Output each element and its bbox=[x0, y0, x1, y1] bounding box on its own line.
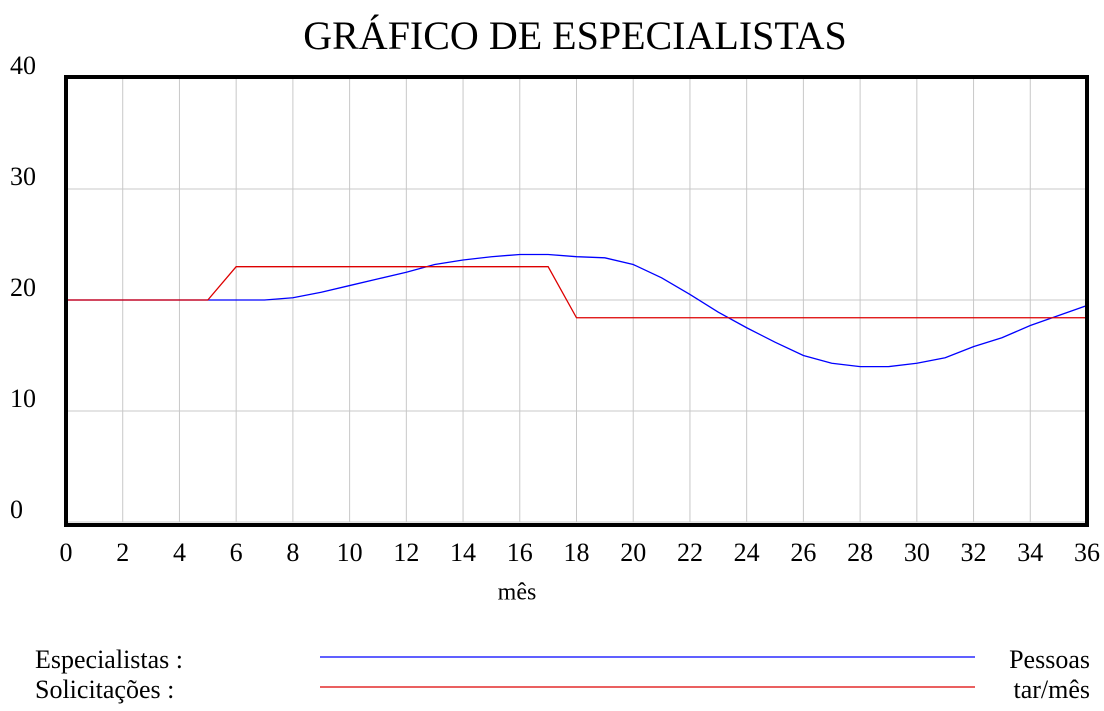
x-tick-label: 16 bbox=[507, 538, 533, 567]
y-tick-label: 0 bbox=[10, 495, 23, 524]
x-tick-label: 34 bbox=[1017, 538, 1043, 567]
y-tick-label: 30 bbox=[10, 162, 36, 191]
x-tick-label: 6 bbox=[230, 538, 243, 567]
y-tick-label: 20 bbox=[10, 273, 36, 302]
x-tick-label: 18 bbox=[564, 538, 590, 567]
y-tick-label: 10 bbox=[10, 384, 36, 413]
legend-label: Solicitações : bbox=[35, 675, 174, 704]
chart-title: GRÁFICO DE ESPECIALISTAS bbox=[303, 13, 847, 58]
x-tick-label: 24 bbox=[734, 538, 760, 567]
x-tick-label: 36 bbox=[1074, 538, 1100, 567]
x-tick-label: 12 bbox=[393, 538, 419, 567]
x-tick-label: 32 bbox=[961, 538, 987, 567]
x-tick-label: 8 bbox=[286, 538, 299, 567]
legend-unit: tar/mês bbox=[1013, 675, 1090, 704]
series-line bbox=[66, 266, 1087, 319]
x-tick-label: 28 bbox=[847, 538, 873, 567]
x-tick-label: 26 bbox=[790, 538, 816, 567]
plot-frame bbox=[64, 75, 1089, 527]
legend-unit: Pessoas bbox=[1009, 645, 1090, 674]
x-tick-label: 10 bbox=[337, 538, 363, 567]
x-tick-label: 14 bbox=[450, 538, 476, 567]
x-tick-label: 20 bbox=[620, 538, 646, 567]
x-tick-label: 2 bbox=[116, 538, 129, 567]
y-tick-label: 40 bbox=[10, 51, 36, 80]
x-tick-label: 0 bbox=[60, 538, 73, 567]
x-axis-label: mês bbox=[498, 580, 537, 606]
x-tick-label: 30 bbox=[904, 538, 930, 567]
x-tick-label: 4 bbox=[173, 538, 186, 567]
x-tick-label: 22 bbox=[677, 538, 703, 567]
legend-label: Especialistas : bbox=[35, 645, 183, 674]
series-line bbox=[66, 253, 1088, 368]
